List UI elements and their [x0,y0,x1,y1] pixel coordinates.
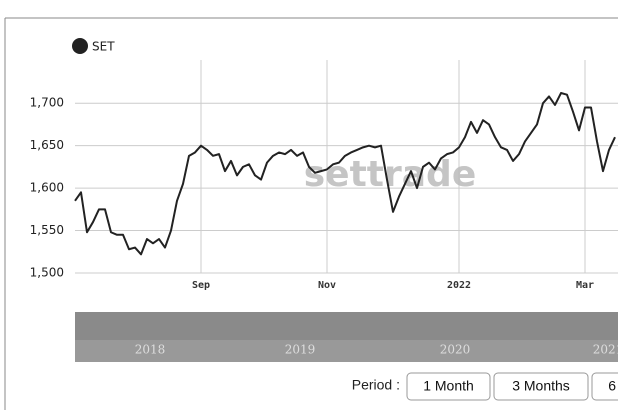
navigator-label: 2019 [285,343,316,357]
period-label: Period : [352,377,400,393]
period-button-label[interactable]: 1 Month [423,378,474,394]
y-tick-label: 1,600 [30,181,64,195]
period-button[interactable] [406,372,491,401]
navigator-band [75,340,618,362]
x-tick-label: Mar [576,280,594,291]
navigator-label: 2018 [135,343,166,357]
navigator-label: 2020 [440,343,471,357]
y-tick-label: 1,650 [30,138,64,152]
series-line [74,92,616,256]
x-tick-label: Sep [192,280,210,291]
period-button[interactable] [493,372,589,401]
y-tick-label: 1,500 [30,266,64,280]
period-button-label[interactable]: 6 Months [608,378,618,394]
period-button-label[interactable]: 3 Months [512,378,570,394]
y-tick-label: 1,550 [30,223,64,237]
legend-marker[interactable] [72,38,88,54]
period-button[interactable] [591,372,618,401]
y-tick-label: 1,700 [30,96,64,110]
x-tick-label: Nov [318,280,336,291]
x-tick-label: 2022 [447,280,471,291]
watermark: settrade [304,154,477,195]
legend-label[interactable]: SET [92,40,115,54]
